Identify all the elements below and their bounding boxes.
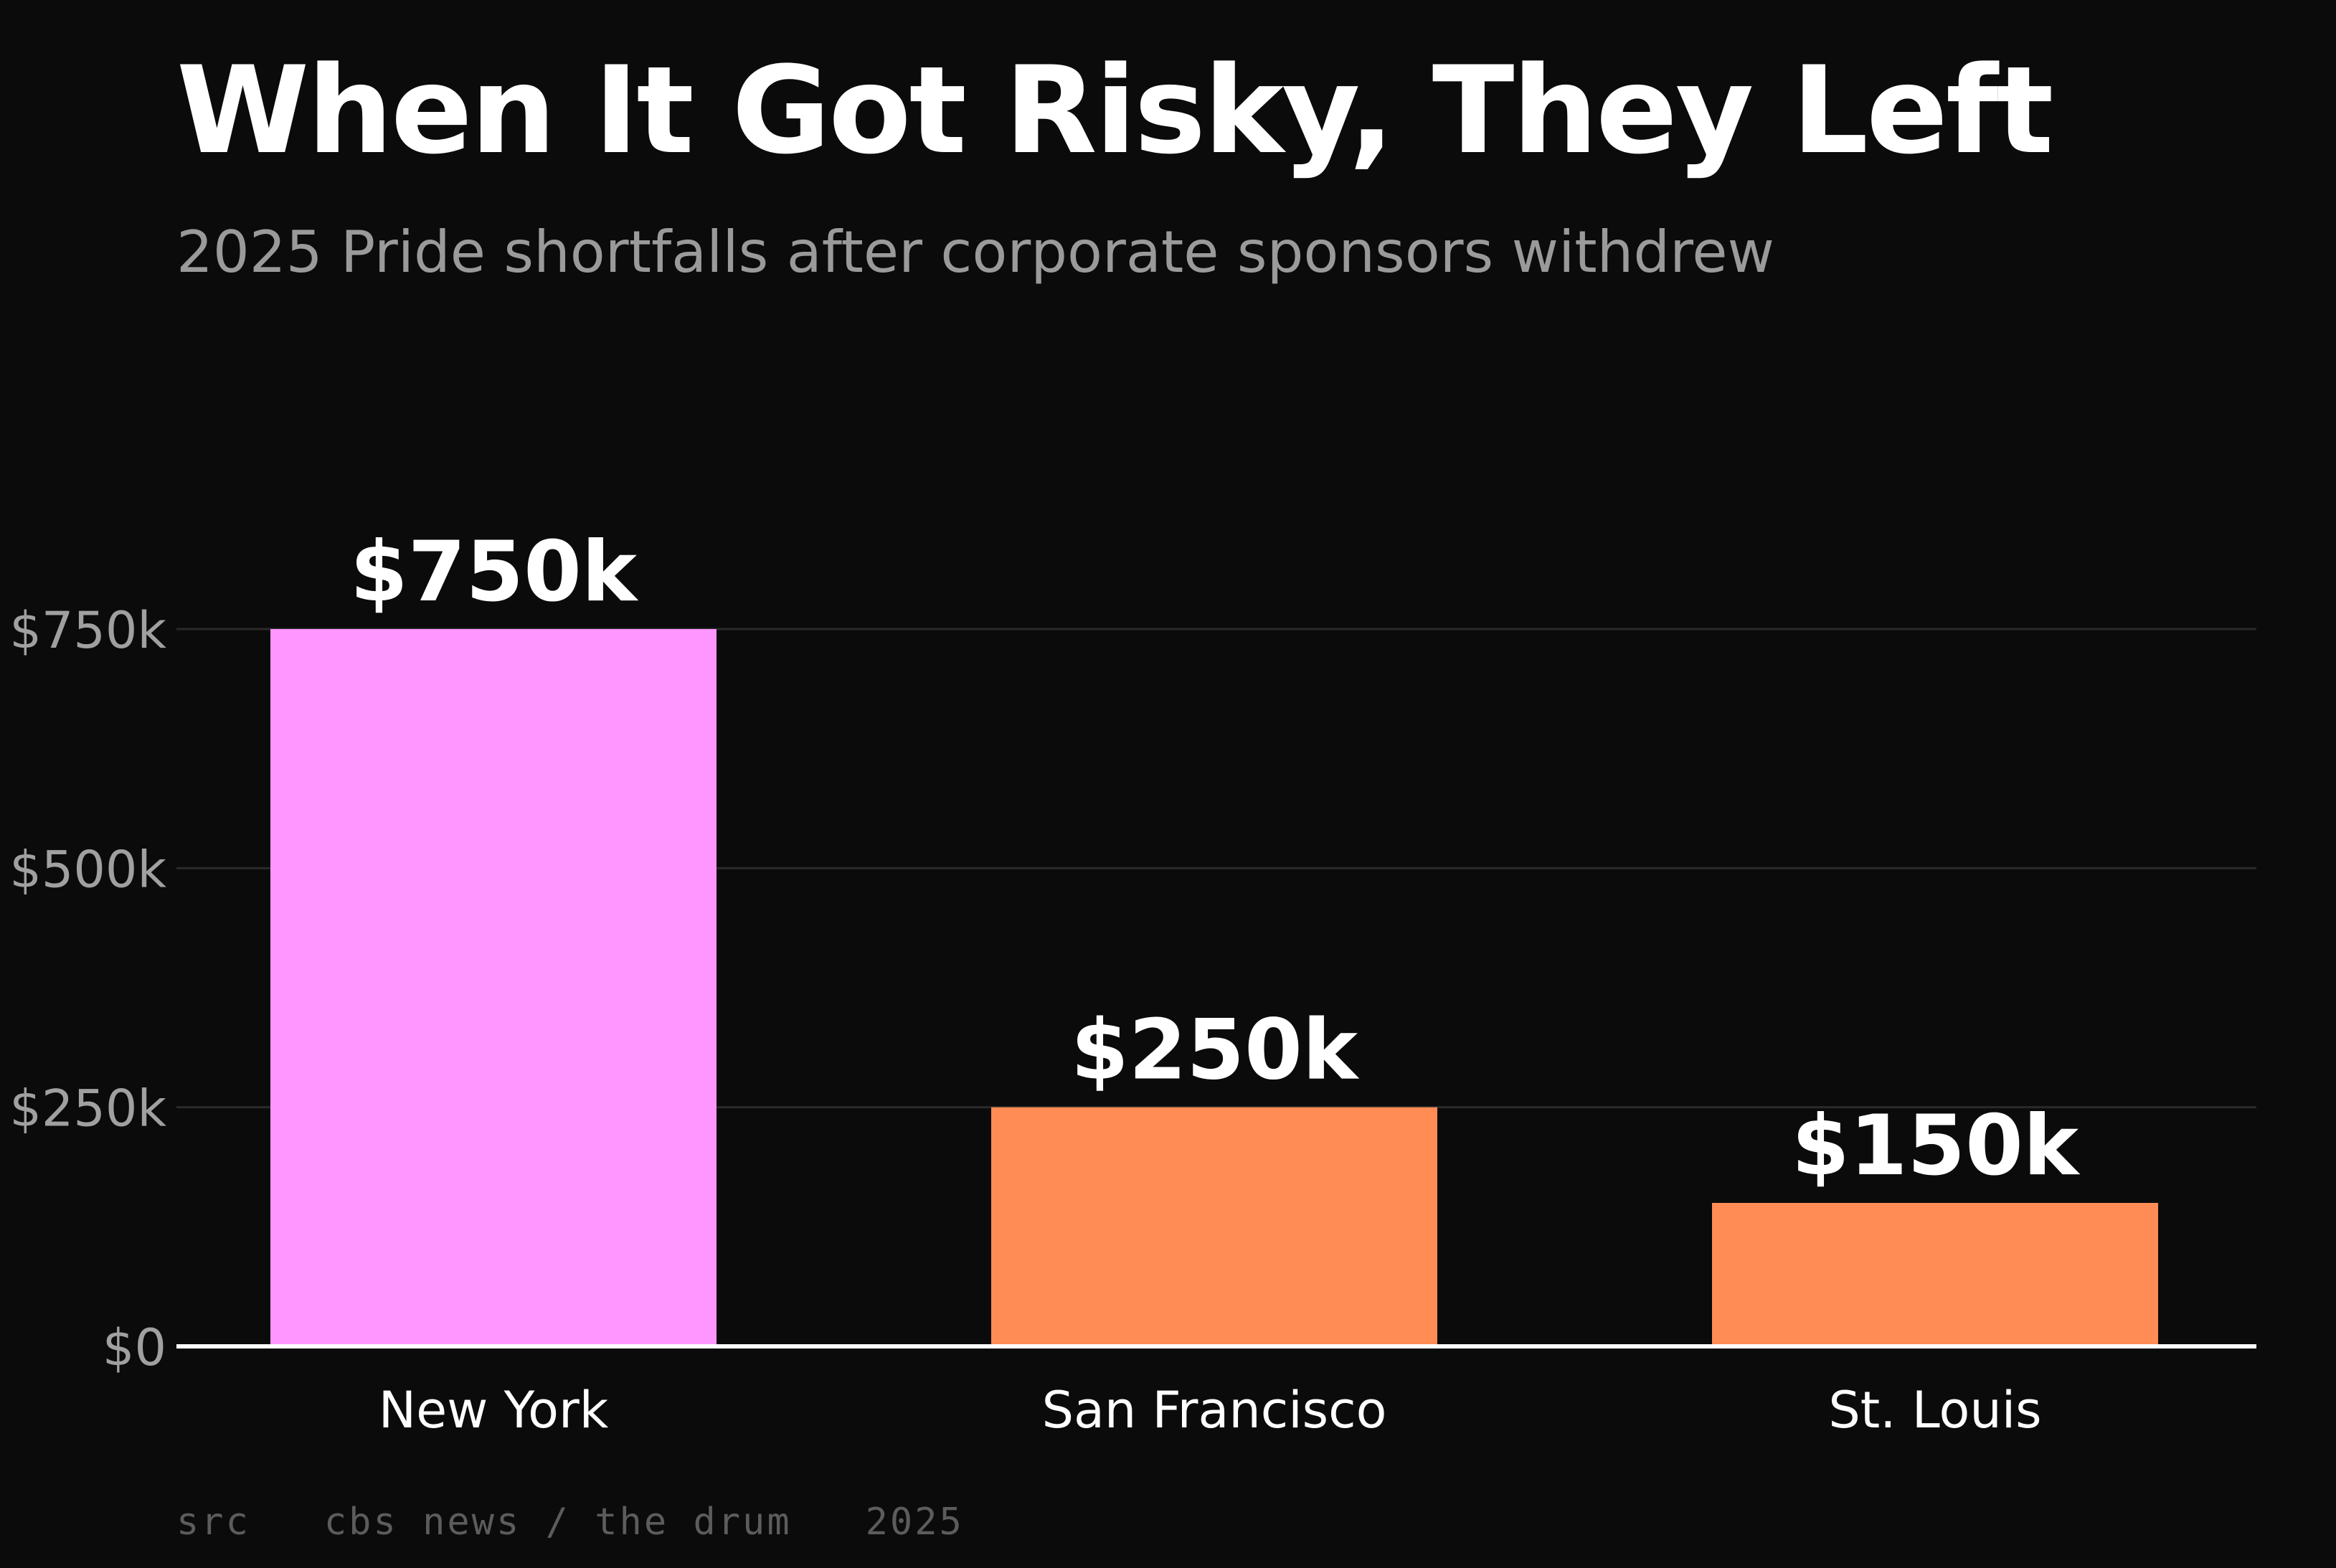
y-tick-label: $250k [9,1080,166,1138]
y-tick-label: $750k [9,601,166,660]
x-tick-label: St. Louis [1828,1381,2041,1440]
bar-value-label: $750k [350,524,639,620]
y-tick-label: $0 [103,1318,166,1377]
y-axis-ticks: $0 $250k $500k $750k [9,601,166,1377]
x-axis-ticks: New York San Francisco St. Louis [379,1381,2042,1440]
value-labels: $750k $250k $150k [350,524,2081,1194]
bar [270,629,717,1346]
chart-title: When It Got Risky, They Left [176,40,2053,181]
bar-value-label: $150k [1792,1097,2081,1194]
bar-value-label: $250k [1071,1002,1360,1099]
x-tick-label: San Francisco [1042,1381,1387,1440]
x-tick-label: New York [379,1381,609,1440]
bar [1712,1203,2158,1346]
bars [270,629,2158,1346]
y-tick-label: $500k [9,840,166,899]
chart-subtitle: 2025 Pride shortfalls after corporate sp… [176,219,1774,285]
bar [991,1107,1437,1346]
source-note: src cbs news / the drum 2025 [176,1501,964,1544]
